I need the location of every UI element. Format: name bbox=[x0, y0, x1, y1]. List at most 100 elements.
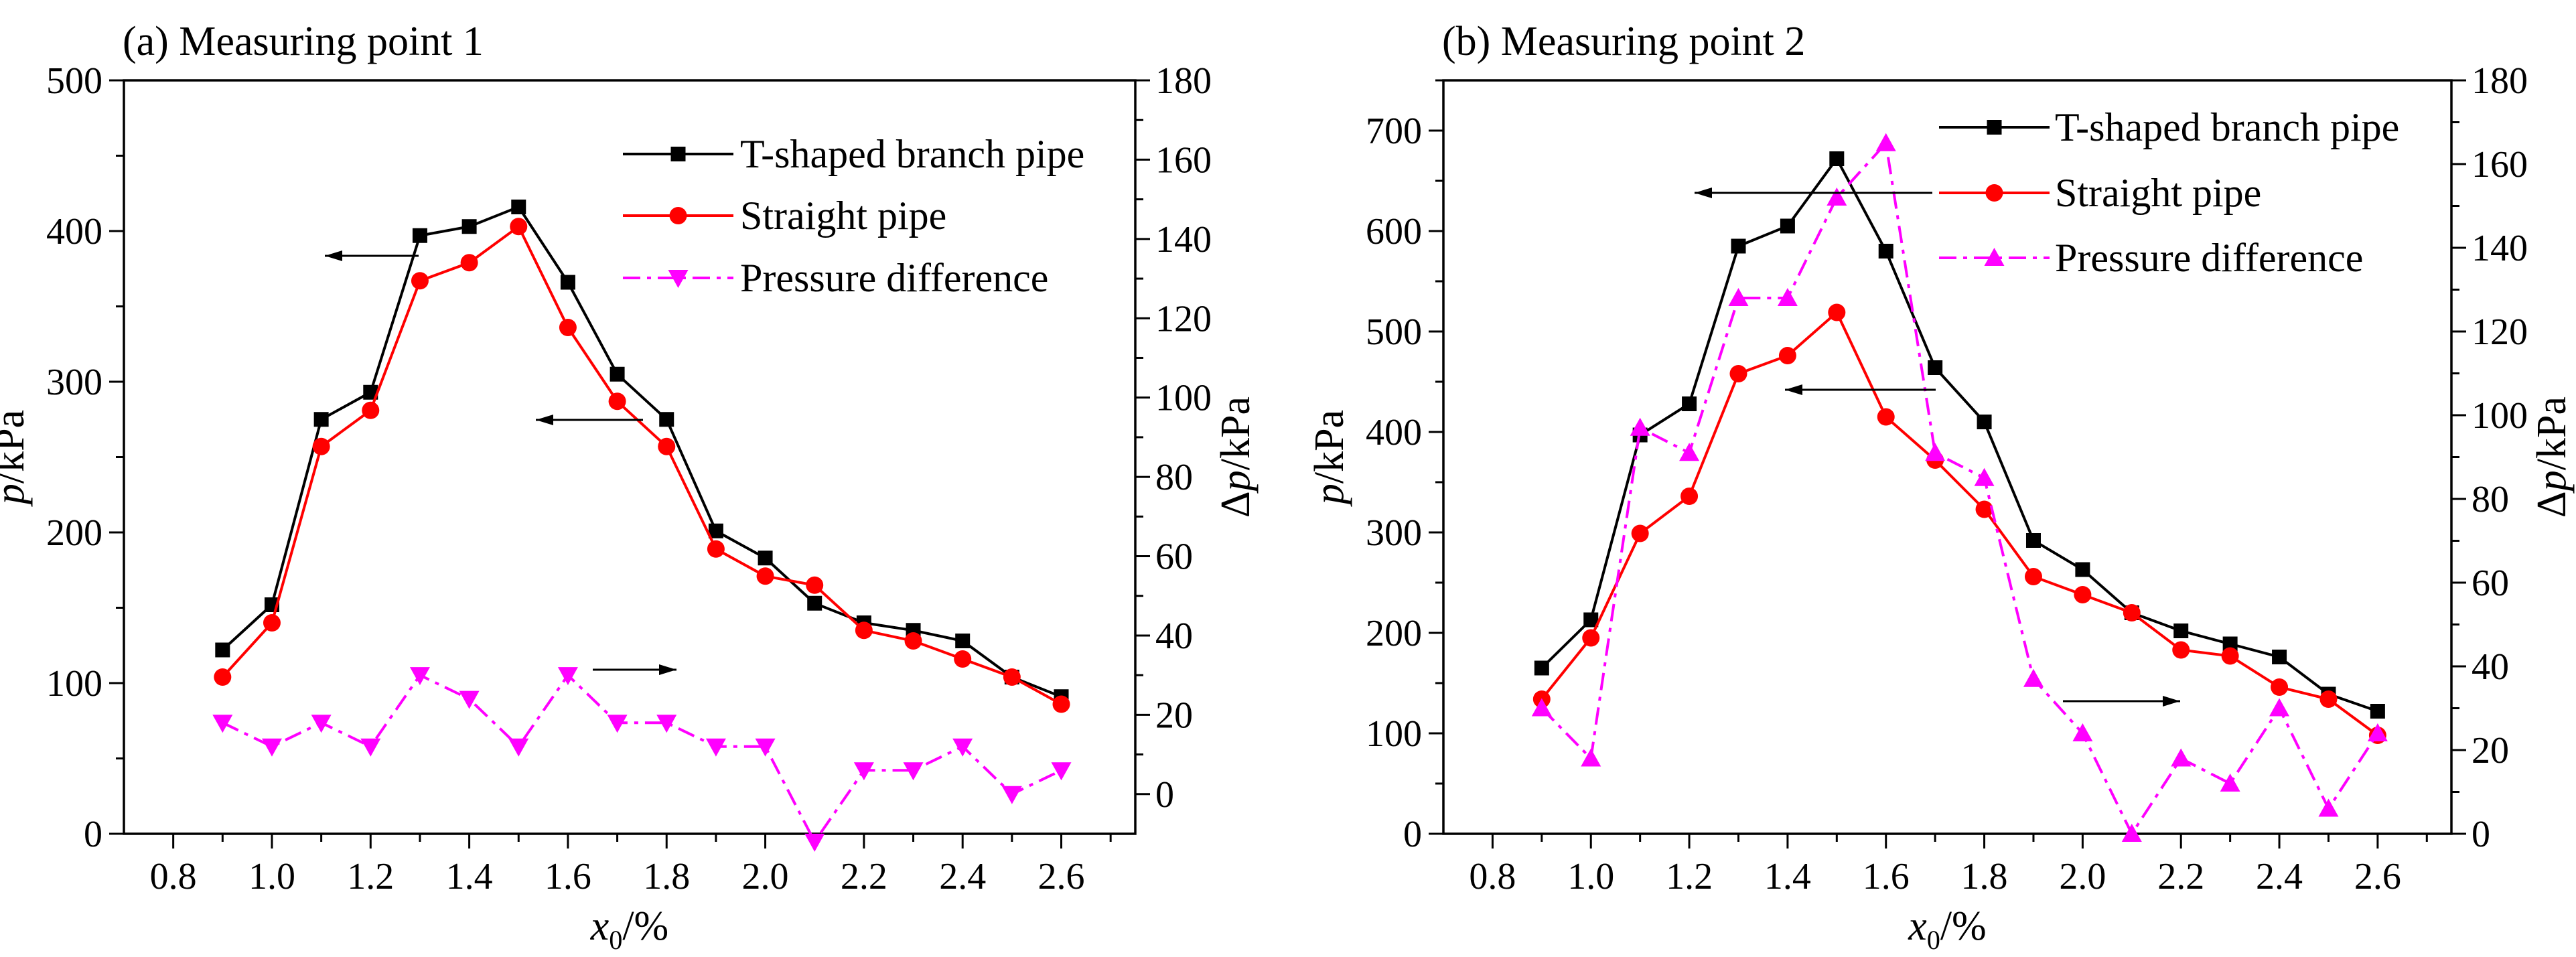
data-point-square bbox=[670, 147, 686, 161]
data-point-triangle-up bbox=[2269, 698, 2290, 717]
x-tick-label: 2.4 bbox=[939, 856, 986, 897]
x-tick-label: 2.6 bbox=[2354, 856, 2401, 897]
series-line bbox=[1541, 310, 2379, 737]
x-tick-label: 0.8 bbox=[1469, 856, 1516, 897]
x-tick-label: 1.4 bbox=[1764, 856, 1811, 897]
data-point-triangle-down bbox=[212, 715, 233, 733]
data-point-circle bbox=[658, 437, 676, 455]
series-straight-pipe bbox=[1532, 303, 2386, 744]
axis-indicator-arrow bbox=[536, 415, 643, 425]
y2-tick-label: 160 bbox=[2472, 144, 2528, 186]
data-point-square bbox=[363, 384, 378, 400]
y-tick-label: 200 bbox=[46, 512, 102, 554]
data-point-square bbox=[2222, 636, 2238, 652]
data-point-triangle-up bbox=[1925, 443, 1946, 461]
y2-tick-label: 0 bbox=[1155, 774, 1174, 816]
arrow-head bbox=[536, 415, 553, 425]
data-point-triangle-up bbox=[1679, 443, 1700, 461]
x-tick-label: 2.4 bbox=[2256, 856, 2303, 897]
data-point-circle bbox=[559, 319, 577, 336]
data-point-circle bbox=[460, 254, 478, 272]
data-point-circle bbox=[2123, 604, 2141, 621]
data-point-triangle-down bbox=[853, 762, 874, 781]
y-tick-label: 0 bbox=[84, 814, 102, 855]
series-pressure-difference bbox=[212, 667, 1072, 852]
chart-panel-2: (b) Measuring point 2 0.8 1.0 1.2 1.4 1.6 1.8 2… bbox=[1307, 19, 2575, 955]
x-tick-label: 1.2 bbox=[1666, 856, 1713, 897]
y2-tick-label: 40 bbox=[2472, 646, 2509, 688]
y-axis-label: p/kPa bbox=[1307, 410, 1352, 507]
data-point-triangle-down bbox=[705, 738, 726, 757]
y2-tick-label: 100 bbox=[1155, 378, 1212, 419]
x-tick-label: 2.6 bbox=[1038, 856, 1085, 897]
y-axis-label-var: p bbox=[1307, 484, 1352, 507]
x-axis-label-unit: /% bbox=[622, 903, 668, 949]
data-point-circle bbox=[510, 218, 528, 236]
chart-title: (a) Measuring point 1 bbox=[123, 19, 484, 64]
x-tick-label: 1.2 bbox=[347, 856, 394, 897]
y-axis-label-var: p bbox=[0, 484, 33, 507]
data-point-circle bbox=[1778, 347, 1796, 364]
legend: T-shaped branch pipe Straight pipe Pressur… bbox=[1939, 105, 2399, 280]
x-axis-label-var: x bbox=[590, 903, 610, 949]
data-point-triangle-down bbox=[1051, 762, 1072, 781]
y2-tick-label: 180 bbox=[1155, 60, 1212, 102]
y2-tick-label: 140 bbox=[1155, 219, 1212, 261]
x-axis-label-var: x bbox=[1908, 903, 1927, 949]
x-tick-label: 1.4 bbox=[446, 856, 493, 897]
data-point-circle bbox=[954, 650, 972, 668]
data-point-square bbox=[1731, 238, 1746, 254]
data-point-square bbox=[1583, 612, 1599, 628]
data-point-circle bbox=[214, 668, 232, 686]
series-line bbox=[221, 224, 1062, 706]
x-axis-label-unit: /% bbox=[1940, 903, 1987, 949]
axis-indicator-arrow bbox=[593, 664, 676, 675]
data-point-square bbox=[955, 634, 971, 648]
y-tick-label: 300 bbox=[1366, 512, 1422, 554]
data-point-circle bbox=[1729, 365, 1747, 382]
data-point-triangle-down bbox=[804, 833, 825, 852]
data-point-square bbox=[1878, 244, 1893, 259]
y-tick-label: 700 bbox=[1366, 111, 1422, 152]
y-tick-label: 0 bbox=[1403, 814, 1422, 855]
series-pressure-difference bbox=[1531, 133, 2388, 842]
data-point-square bbox=[1977, 415, 1992, 429]
data-point-circle bbox=[2319, 690, 2338, 708]
y-axis-label-unit: /kPa bbox=[1307, 410, 1352, 484]
y-tick-label: 600 bbox=[1366, 211, 1422, 252]
data-point-square bbox=[610, 366, 625, 382]
data-point-square bbox=[1780, 218, 1795, 234]
data-point-circle bbox=[362, 401, 380, 419]
axis-indicator-arrow bbox=[1785, 384, 1936, 395]
y2-axis-label-unit: /kPa bbox=[2529, 396, 2575, 470]
data-point-square bbox=[2272, 650, 2287, 664]
data-point-circle bbox=[1582, 629, 1600, 647]
legend-entry: Pressure difference bbox=[2055, 236, 2363, 280]
data-point-circle bbox=[411, 272, 429, 290]
data-point-circle bbox=[1877, 408, 1895, 426]
data-point-triangle-up bbox=[2023, 668, 2044, 687]
data-point-triangle-down bbox=[903, 762, 924, 781]
y2-tick-label: 0 bbox=[2472, 814, 2490, 855]
data-point-triangle-up bbox=[1827, 188, 1847, 206]
x-axis-label-sub: 0 bbox=[1927, 925, 1940, 955]
data-point-triangle-up bbox=[2121, 824, 2142, 842]
x-tick-label: 1.6 bbox=[1863, 856, 1910, 897]
data-point-square bbox=[1928, 360, 1943, 375]
x-tick-label: 2.0 bbox=[742, 856, 789, 897]
data-point-circle bbox=[2271, 678, 2289, 696]
arrow-head bbox=[659, 664, 676, 675]
x-axis-label: x0/% bbox=[1908, 903, 1986, 955]
data-point-triangle-up bbox=[2367, 723, 2388, 741]
x-tick-label: 1.6 bbox=[545, 856, 591, 897]
data-point-triangle-up bbox=[2318, 798, 2339, 817]
data-point-triangle-up bbox=[2220, 774, 2240, 792]
data-point-square bbox=[461, 219, 477, 234]
data-point-circle bbox=[263, 614, 281, 632]
y2-tick-label: 180 bbox=[2472, 60, 2528, 102]
series-line bbox=[221, 205, 1062, 698]
legend-entry: Straight pipe bbox=[740, 194, 946, 238]
legend-entry: T-shaped branch pipe bbox=[740, 132, 1084, 176]
series-line bbox=[1541, 156, 2378, 713]
legend: T-shaped branch pipe Straight pipe Pressur… bbox=[623, 132, 1084, 300]
